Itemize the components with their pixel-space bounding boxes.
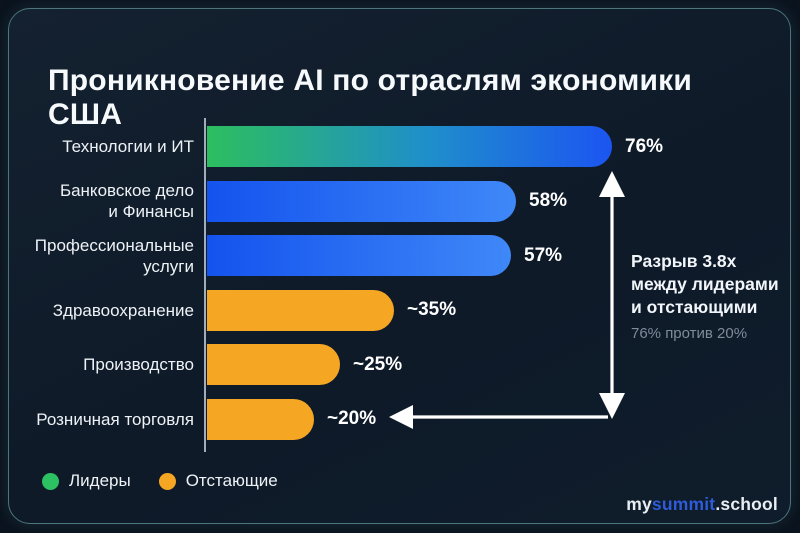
legend-label-laggards: Отстающие <box>185 471 278 490</box>
value-label: 76% <box>625 135 664 157</box>
y-axis-line <box>204 118 206 452</box>
legend-item-leaders: Лидеры <box>42 471 131 491</box>
gap-annotation: Разрыв 3.8x между лидерами и отстающими … <box>631 250 791 342</box>
laggards-dot-icon <box>158 472 176 490</box>
legend-item-laggards: Отстающие <box>158 471 278 491</box>
logo-suffix: .school <box>715 494 778 514</box>
logo-accent: summit <box>651 494 716 514</box>
category-label: Технологии и ИТ <box>62 137 194 156</box>
value-label: 58% <box>529 190 568 211</box>
bar <box>207 126 612 167</box>
bar <box>207 235 511 276</box>
logo-prefix: my <box>626 494 652 514</box>
bar <box>207 344 340 385</box>
category-label: Розничная торговля <box>36 409 194 429</box>
gap-annotation-line2: между лидерами <box>631 274 779 294</box>
value-label: ~25% <box>353 353 403 375</box>
legend-label-leaders: Лидеры <box>69 471 131 490</box>
gap-annotation-line3: и отстающими <box>631 297 758 317</box>
bar <box>207 289 394 331</box>
leaders-dot-icon <box>42 472 59 490</box>
bar <box>207 398 314 440</box>
category-label: Банковское дело и Финансы <box>59 181 194 221</box>
value-label: ~35% <box>407 299 457 320</box>
gap-annotation-subline: 76% против 20% <box>631 325 748 342</box>
gap-annotation-line1: Разрыв 3.8x <box>631 251 737 271</box>
category-label: Профессиональные услуги <box>34 235 194 276</box>
category-label: Здравоохранение <box>52 300 194 320</box>
value-label: 57% <box>524 244 563 266</box>
legend: Лидеры Отстающие <box>42 471 278 491</box>
bar <box>207 180 516 222</box>
category-label: Производство <box>83 355 194 374</box>
value-label: ~20% <box>327 408 377 429</box>
page-title: Проникновение AI по отраслям экономики С… <box>48 64 692 132</box>
brand-logo: mysummit.school <box>626 494 778 515</box>
